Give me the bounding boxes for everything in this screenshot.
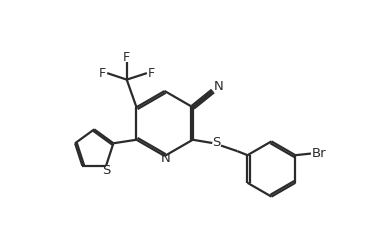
Text: N: N <box>160 152 170 165</box>
Text: F: F <box>99 67 106 80</box>
Text: N: N <box>214 80 224 93</box>
Text: S: S <box>102 164 111 176</box>
Text: F: F <box>148 67 155 80</box>
Text: F: F <box>123 51 130 64</box>
Text: S: S <box>212 136 221 150</box>
Text: Br: Br <box>312 147 326 160</box>
